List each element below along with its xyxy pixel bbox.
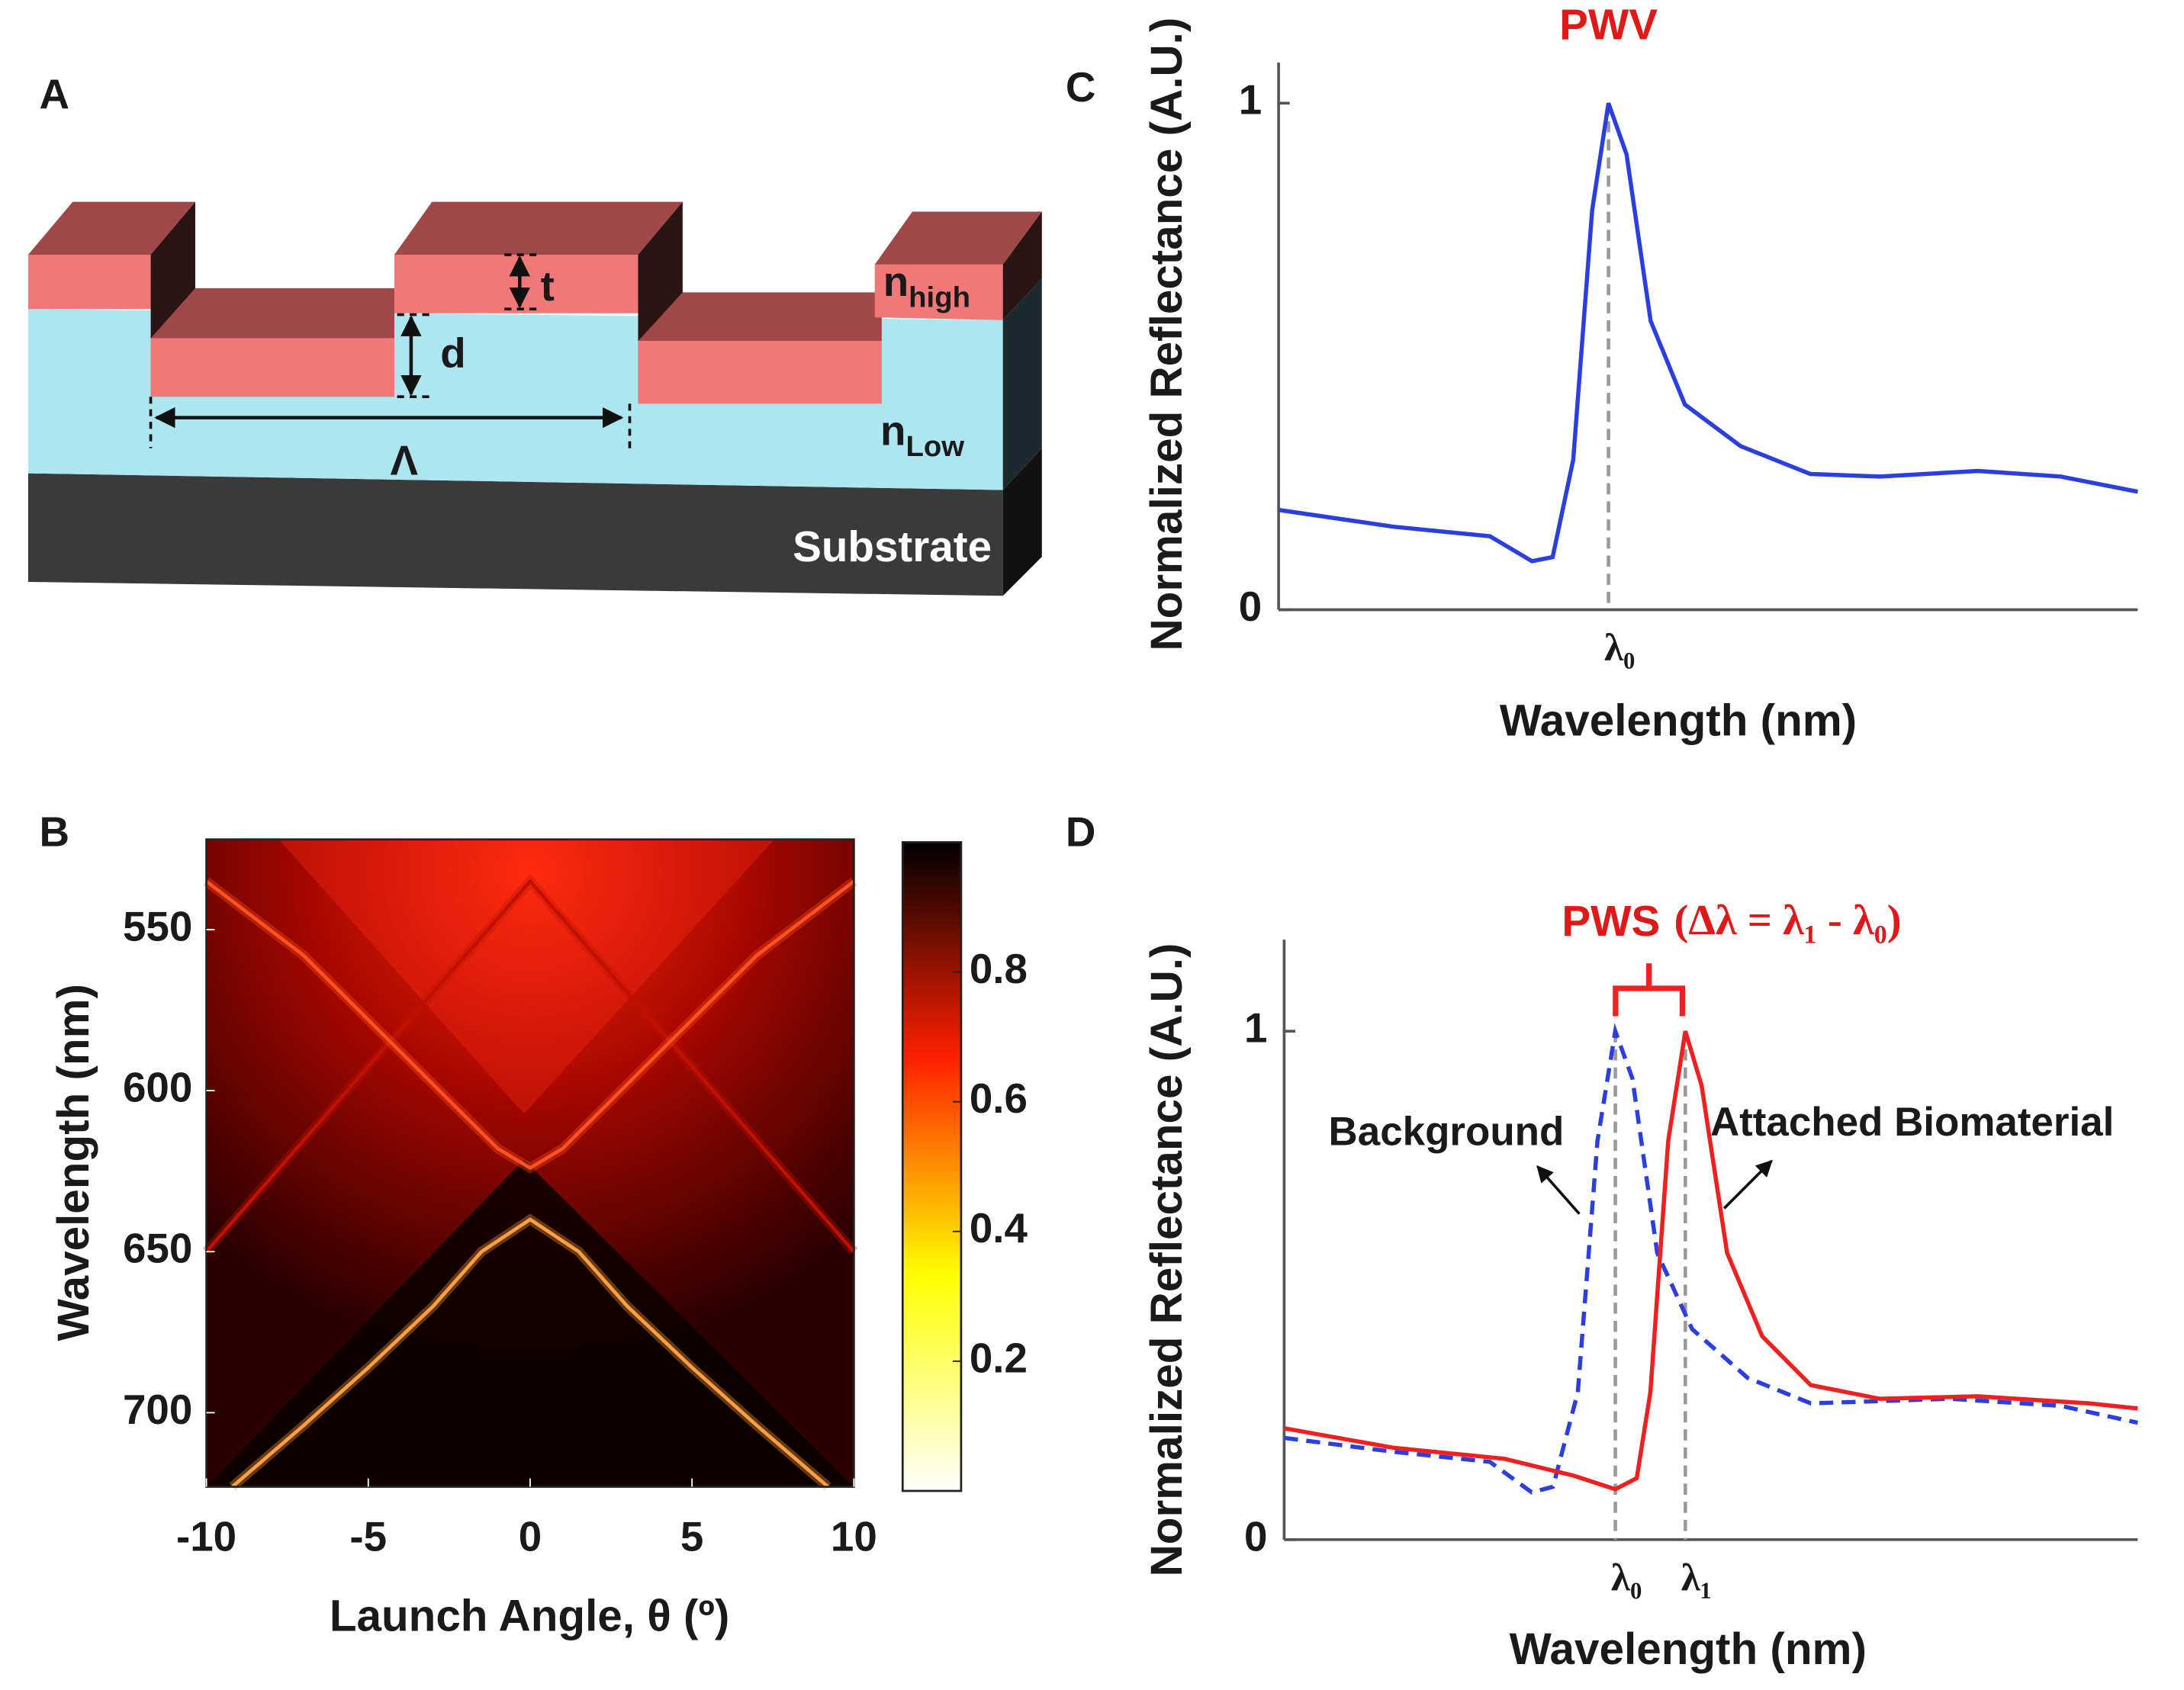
y-tick-label: 600 (123, 1064, 192, 1111)
groove-top (150, 288, 394, 339)
annotation-arrow (1722, 1159, 1773, 1210)
heatmap-bright-region (278, 839, 775, 1114)
ridge-side (638, 201, 683, 342)
panel-label: C (1066, 63, 1096, 111)
ridge-top (874, 211, 1042, 265)
subscript: Low (905, 430, 964, 463)
ridge-front (874, 264, 1003, 320)
x-axis-label: Launch Angle, θ (º) (330, 1591, 729, 1640)
ridge-side (1002, 211, 1042, 320)
line-series (1284, 1023, 2138, 1495)
x-tick-label: 0 (519, 1512, 542, 1560)
x-tick-label: 5 (680, 1512, 703, 1560)
substrate-side (1002, 448, 1042, 596)
annotation: PWV (1559, 0, 1658, 48)
peak-label: λ₀ (1611, 1556, 1642, 1599)
series-label: Attached Biomaterial (1710, 1100, 2114, 1145)
y-axis-label: Wavelength (nm) (49, 984, 98, 1341)
line-series (1283, 1030, 2138, 1492)
y-tick-label: 1 (1244, 1004, 1267, 1052)
resonance-curve (204, 879, 856, 1253)
peak-label: λ₀ (1604, 626, 1635, 670)
x-tick-label: -5 (349, 1512, 387, 1560)
low-index-side (1002, 278, 1042, 490)
groove-front (150, 338, 394, 397)
panel-label: A (40, 70, 70, 117)
ridge-side (150, 201, 195, 339)
y-axis-label: Normalized Reflectance (A.U.) (1142, 18, 1192, 651)
panel-label: B (40, 808, 70, 856)
heatmap-dark-region (206, 1159, 854, 1487)
y-tick-label: 0 (1244, 1512, 1267, 1560)
colorbar-tick-label: 0.4 (970, 1204, 1028, 1251)
ridge-front (27, 255, 151, 310)
substrate-front (27, 473, 1003, 596)
ridge-top (27, 201, 195, 255)
resonance-curve (231, 1217, 829, 1489)
depth-label: d (440, 329, 465, 377)
layer-label: nLow (880, 407, 964, 463)
shift-bracket (1613, 963, 1686, 1017)
series-label: Background (1329, 1110, 1565, 1155)
groove-top (638, 292, 882, 342)
annotation-arrow (1536, 1165, 1581, 1215)
colorbar-tick-label: 0.2 (970, 1334, 1028, 1381)
colorbar-tick-label: 0.6 (970, 1075, 1028, 1122)
annotation: PWS (1562, 897, 1660, 945)
colorbar-tick-label: 0.8 (970, 945, 1028, 992)
x-axis-label: Wavelength (nm) (1500, 696, 1857, 746)
x-tick-label: -10 (176, 1512, 236, 1560)
grating-diagram: t d Λ nhigh nLow Substrate (27, 201, 1042, 596)
ridge-top (394, 201, 683, 255)
line-series (1278, 102, 2138, 564)
panel-label: D (1066, 808, 1096, 856)
y-tick-label: 0 (1239, 583, 1262, 630)
x-tick-label: 10 (831, 1512, 877, 1560)
heatmap-curves (202, 873, 858, 1491)
groove-front (638, 341, 882, 404)
y-axis-label: Normalized Reflectance (A.U.) (1142, 943, 1192, 1577)
colorbar (901, 840, 963, 1492)
symbol: n (880, 407, 905, 455)
layer-label: Substrate (793, 522, 992, 570)
y-tick-label: 700 (123, 1386, 192, 1433)
resonance-curve (205, 879, 855, 1171)
period-label: Λ (391, 436, 419, 484)
subscript: high (909, 281, 970, 314)
ridge-front (394, 255, 638, 313)
y-tick-label: 1 (1239, 76, 1262, 124)
x-axis-label: Wavelength (nm) (1510, 1624, 1867, 1674)
thickness-label: t (541, 262, 555, 310)
y-tick-label: 650 (123, 1225, 192, 1272)
symbol: n (883, 259, 909, 306)
peak-label: λ₁ (1681, 1556, 1712, 1599)
y-tick-label: 550 (123, 902, 192, 949)
layer-label: nhigh (883, 259, 970, 314)
annotation: (Δλ = λ₁ - λ₀) (1674, 897, 1902, 944)
